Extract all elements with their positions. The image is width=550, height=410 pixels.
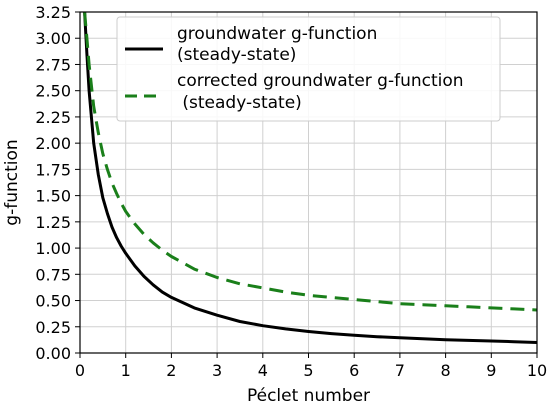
series-line-groundwater: [83, 12, 537, 344]
x-tick-label: 4: [258, 361, 268, 380]
y-tick-label: 1.50: [35, 187, 71, 206]
x-tick-label: 9: [486, 361, 496, 380]
x-tick-label: 8: [441, 361, 451, 380]
y-tick-label: 1.75: [35, 160, 71, 179]
x-axis-label: Péclet number: [247, 386, 370, 406]
legend-label-groundwater: groundwater g-function: [177, 24, 377, 44]
y-tick-label: 1.00: [35, 239, 71, 258]
x-tick-label: 0: [75, 361, 85, 380]
axis-ticks: 0 1 2 3 4 5 6 7 8 9 10 0.00 0.25 0.50 0.75 1.00 1.25 1.50…: [35, 3, 547, 380]
y-axis-label: g-function: [2, 139, 22, 225]
series-line-corrected: [83, 12, 537, 312]
x-tick-label: 1: [121, 361, 131, 380]
x-tick-label: 10: [527, 361, 547, 380]
legend: groundwater g-function (steady-state) co…: [116, 16, 501, 122]
y-tick-label: 0.75: [35, 265, 71, 284]
y-tick-label: 3.00: [35, 29, 71, 48]
y-tick-label: 2.50: [35, 82, 71, 101]
y-tick-label: 0.00: [35, 344, 71, 363]
x-tick-label: 3: [212, 361, 222, 380]
y-tick-label: 2.75: [35, 55, 71, 74]
y-tick-label: 2.25: [35, 108, 71, 127]
y-tick-label: 2.00: [35, 134, 71, 153]
series-layer: [83, 12, 537, 344]
y-tick-label: 1.25: [35, 213, 71, 232]
legend-label-groundwater-line2: (steady-state): [177, 45, 296, 65]
x-tick-label: 6: [349, 361, 359, 380]
y-tick-label: 0.50: [35, 292, 71, 311]
legend-box: [116, 16, 501, 122]
legend-label-corrected-line2: (steady-state): [177, 93, 302, 113]
y-tick-label: 0.25: [35, 318, 71, 337]
y-tick-label: 3.25: [35, 3, 71, 22]
x-tick-label: 2: [166, 361, 176, 380]
legend-label-corrected: corrected groundwater g-function: [177, 71, 464, 91]
x-tick-label: 7: [395, 361, 405, 380]
x-tick-label: 5: [303, 361, 313, 380]
